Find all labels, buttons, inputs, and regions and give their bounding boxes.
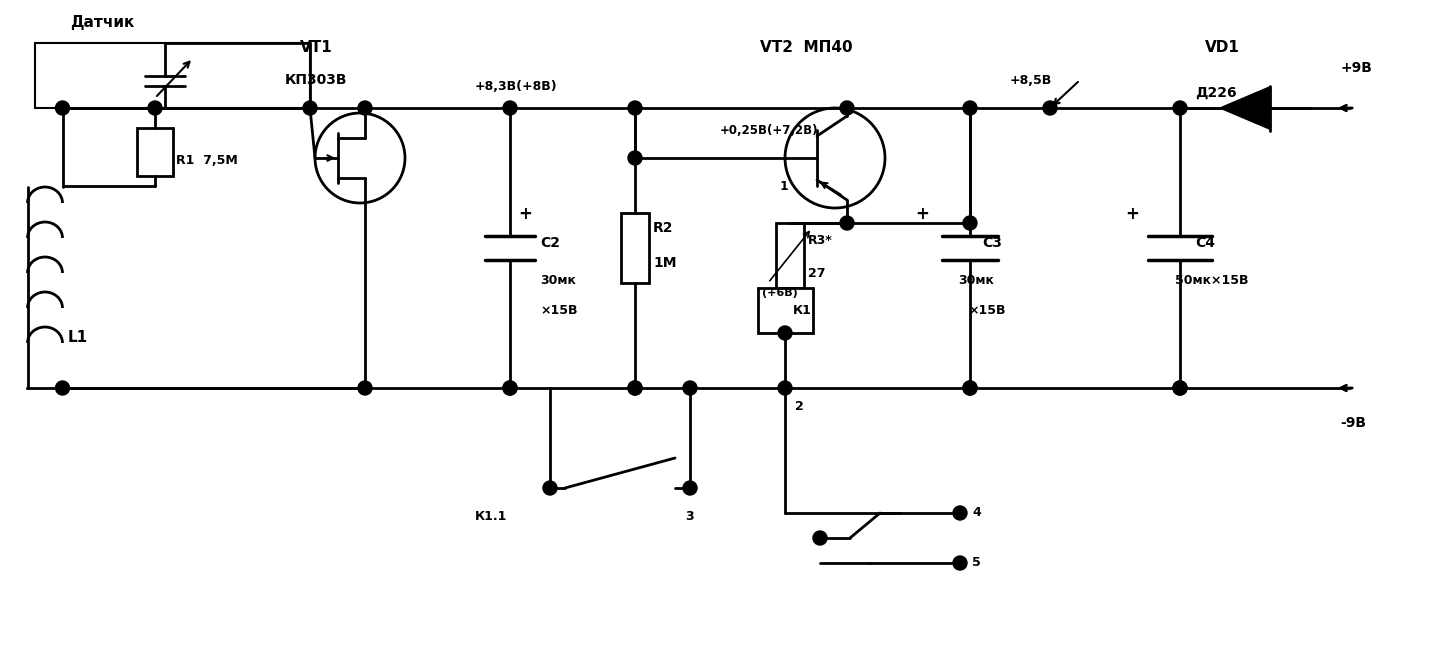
Text: ×15В: ×15В [540, 303, 577, 316]
Circle shape [628, 151, 642, 165]
Text: К1: К1 [793, 304, 812, 317]
Text: +: + [518, 205, 532, 223]
Text: 5: 5 [972, 557, 981, 570]
Circle shape [357, 381, 372, 395]
Text: +: + [915, 205, 929, 223]
Bar [757, 288, 813, 333]
Text: VD1: VD1 [1205, 41, 1240, 55]
Circle shape [683, 481, 697, 495]
Circle shape [504, 101, 517, 115]
Circle shape [628, 101, 642, 115]
Circle shape [55, 381, 69, 395]
Text: К1.1: К1.1 [475, 509, 508, 522]
Bar [137, 128, 174, 176]
Circle shape [954, 506, 967, 520]
Circle shape [1174, 101, 1187, 115]
Circle shape [148, 101, 162, 115]
Text: VT2  МП40: VT2 МП40 [760, 41, 852, 55]
Text: C2: C2 [540, 236, 560, 250]
Circle shape [841, 216, 854, 230]
Text: R2: R2 [653, 221, 673, 235]
Circle shape [683, 381, 697, 395]
Bar [35, 43, 310, 108]
Text: +9В: +9В [1340, 61, 1372, 75]
Circle shape [964, 381, 977, 395]
Text: +8,5В: +8,5В [1010, 74, 1052, 86]
Text: 2: 2 [794, 399, 803, 413]
Circle shape [1174, 381, 1187, 395]
Circle shape [357, 101, 372, 115]
Text: (+6В): (+6В) [763, 288, 797, 298]
Circle shape [1174, 381, 1187, 395]
Text: C4: C4 [1195, 236, 1215, 250]
Text: 30мк: 30мк [540, 274, 576, 286]
Text: 50мк×15В: 50мк×15В [1175, 274, 1249, 286]
Circle shape [964, 381, 977, 395]
Circle shape [55, 101, 69, 115]
Circle shape [813, 531, 828, 545]
Circle shape [964, 216, 977, 230]
Text: 1М: 1М [653, 256, 677, 270]
Text: +: + [1124, 205, 1139, 223]
Circle shape [628, 381, 642, 395]
Text: L1: L1 [68, 330, 88, 345]
Circle shape [841, 101, 854, 115]
Circle shape [778, 326, 792, 340]
Circle shape [504, 381, 517, 395]
Text: Д226: Д226 [1195, 86, 1237, 100]
Circle shape [543, 481, 557, 495]
Text: +8,3В(+8В): +8,3В(+8В) [475, 80, 557, 93]
Text: +0,25В(+7,2В): +0,25В(+7,2В) [721, 124, 819, 136]
Text: 27: 27 [807, 266, 825, 280]
Text: R1  7,5М: R1 7,5М [177, 155, 237, 168]
Polygon shape [1220, 87, 1270, 129]
Text: R3*: R3* [807, 234, 833, 247]
Circle shape [628, 381, 642, 395]
Text: 3: 3 [684, 509, 693, 522]
Circle shape [964, 101, 977, 115]
Text: VT1: VT1 [300, 41, 333, 55]
Text: КП303В: КП303В [285, 73, 347, 87]
Text: C3: C3 [983, 236, 1001, 250]
Text: 30мк: 30мк [958, 274, 994, 286]
Text: ×15В: ×15В [968, 303, 1006, 316]
Text: -9В: -9В [1340, 416, 1366, 430]
Circle shape [302, 101, 317, 115]
Circle shape [954, 556, 967, 570]
Bar [776, 223, 805, 288]
Text: 1: 1 [780, 180, 789, 193]
Text: Датчик: Датчик [69, 16, 135, 30]
Bar [621, 213, 650, 283]
Circle shape [1043, 101, 1056, 115]
Text: 4: 4 [972, 507, 981, 520]
Circle shape [504, 381, 517, 395]
Circle shape [778, 381, 792, 395]
